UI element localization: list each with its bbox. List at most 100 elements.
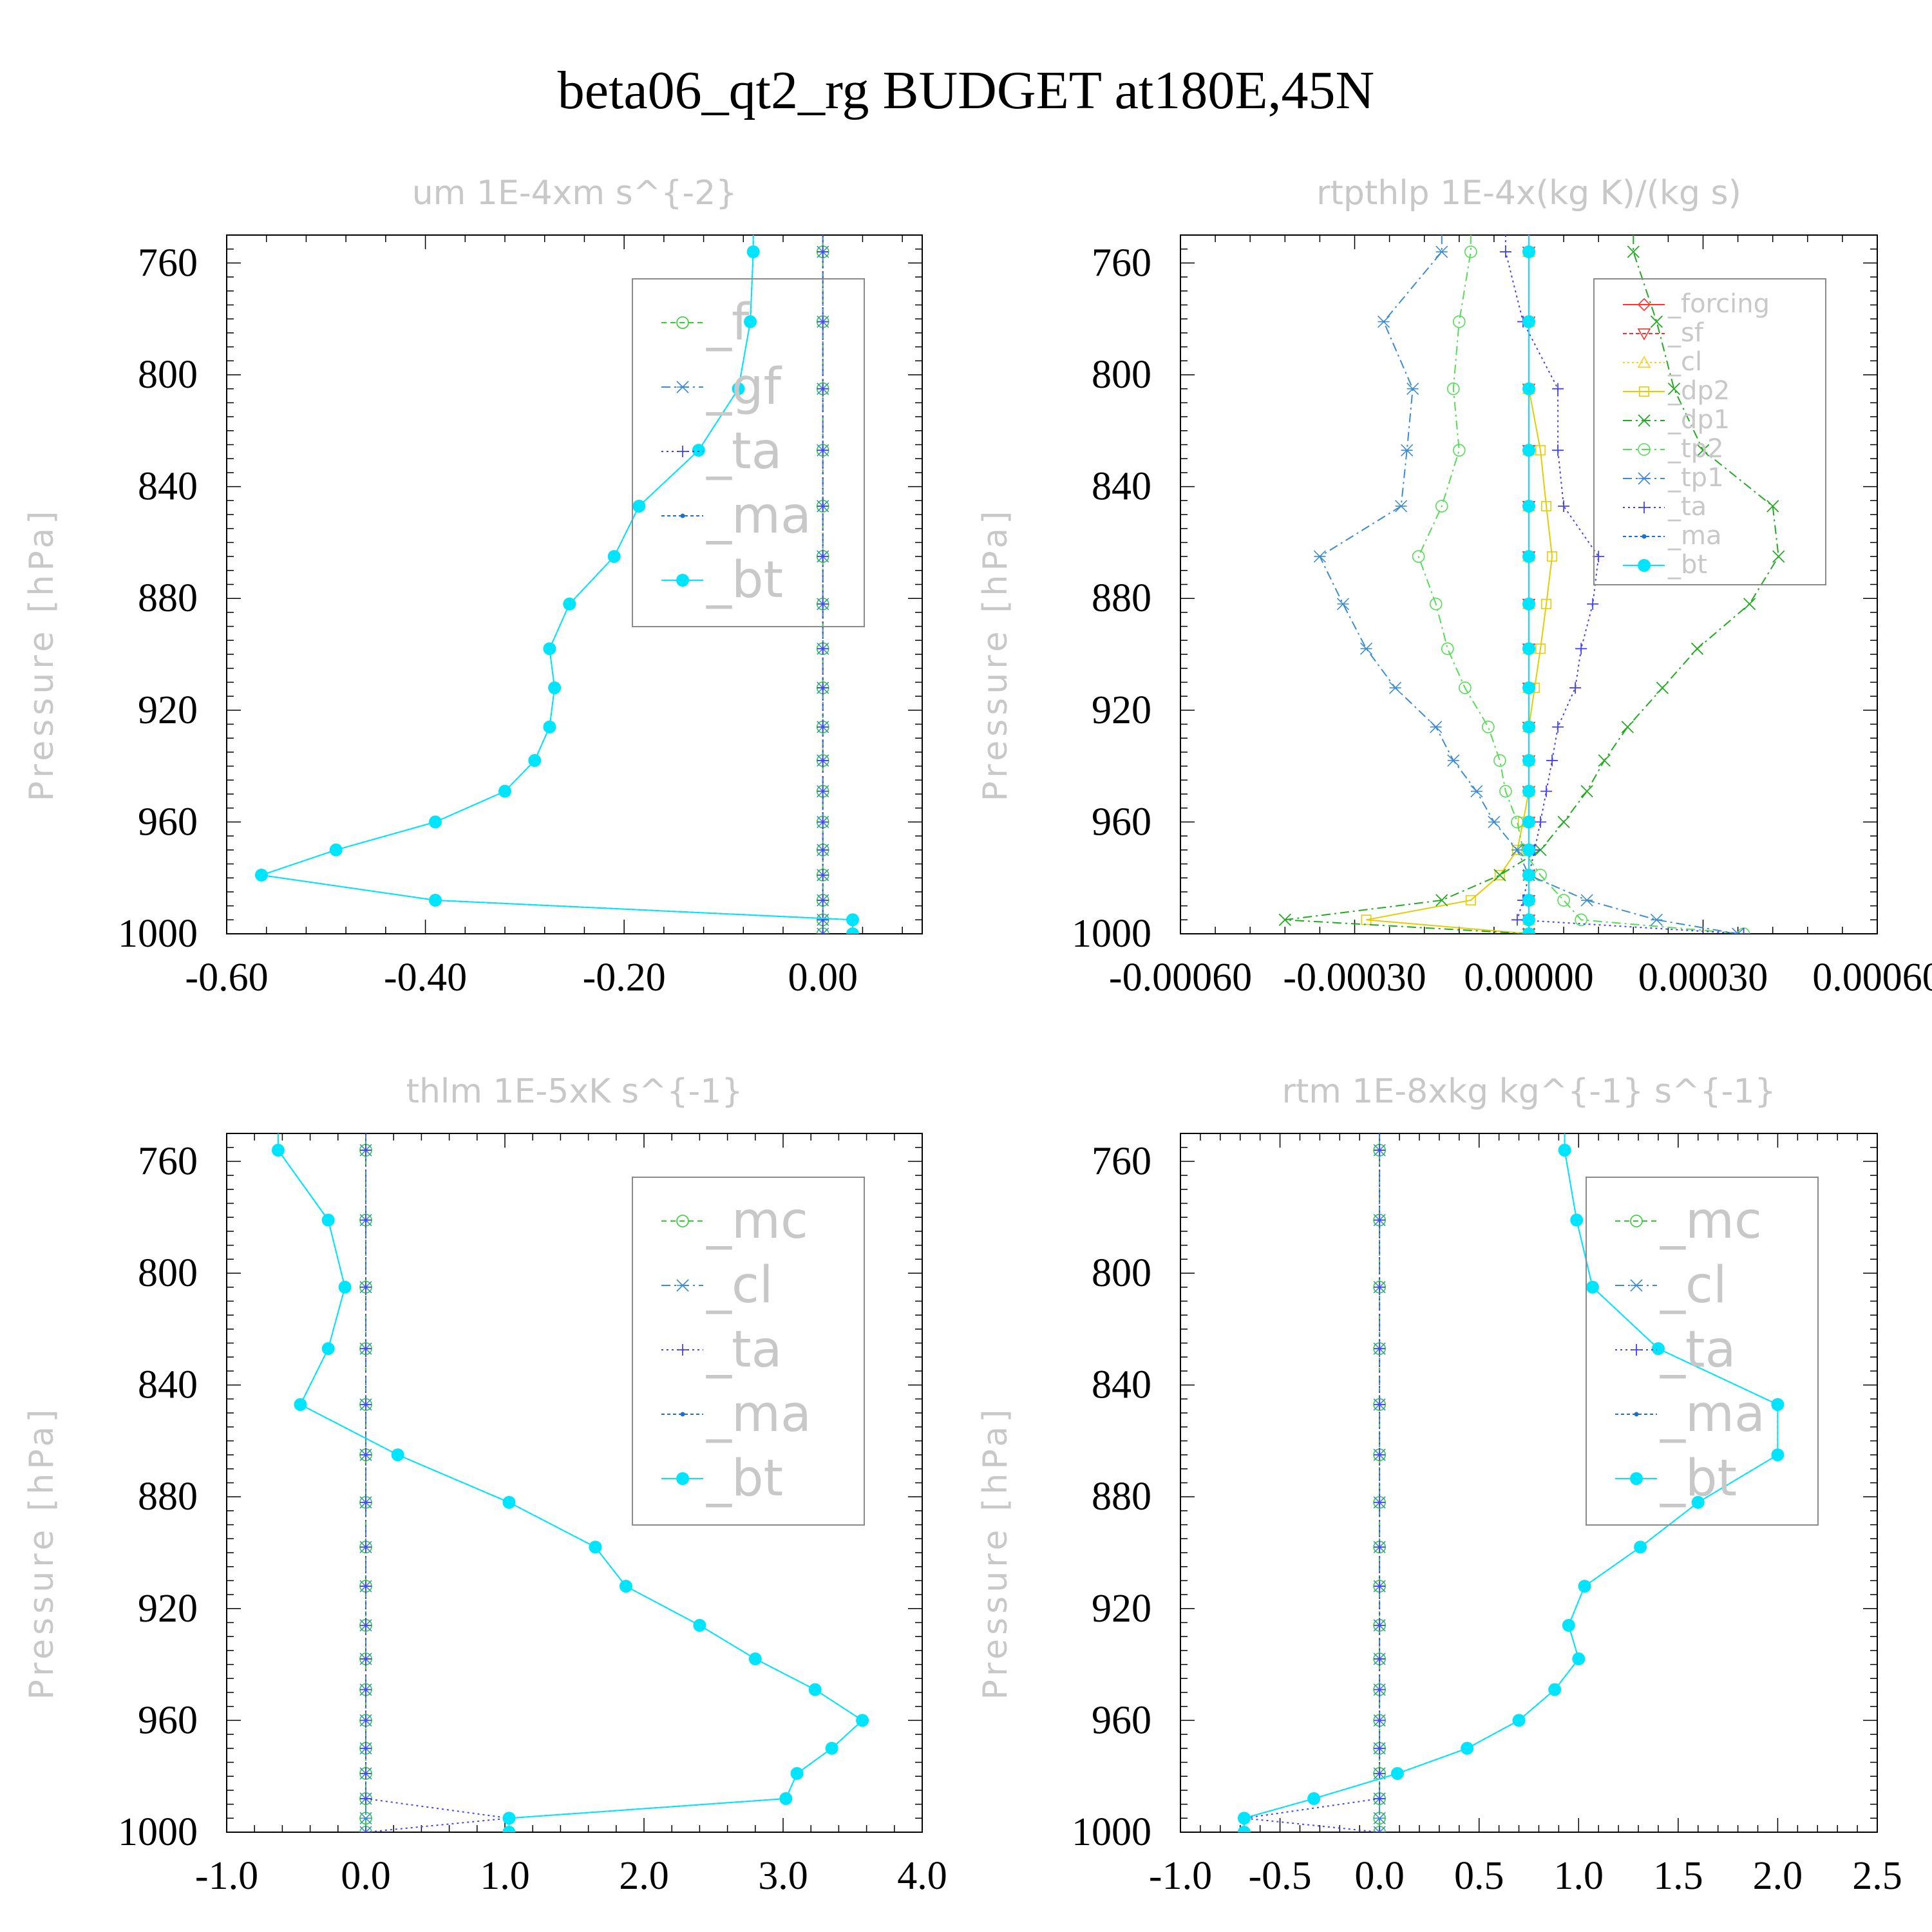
legend-marker [1637, 355, 1651, 368]
data-point-ta [817, 754, 829, 766]
data-point-tp1 [1395, 500, 1408, 513]
data-point-tp2 [1453, 444, 1466, 457]
y-tick-label: 800 [138, 353, 198, 397]
data-point-ta [360, 1449, 372, 1461]
legend-label: _cl [1667, 347, 1702, 377]
data-point-ta [1374, 1580, 1386, 1593]
data-point-bt [1461, 1741, 1474, 1755]
series-line-tp2 [1417, 235, 1744, 934]
data-point-bt [1691, 1495, 1705, 1509]
y-tick-label: 880 [1092, 1475, 1151, 1519]
data-point-tp1 [1470, 785, 1483, 798]
legend-marker [676, 574, 689, 587]
data-point-ta [817, 721, 829, 733]
x-tick-label: 2.0 [1753, 1854, 1803, 1898]
data-point-bt [1522, 499, 1535, 513]
y-tick-label: 1000 [1072, 1810, 1151, 1854]
data-point-dp1 [1766, 500, 1779, 513]
x-tick-label: -0.5 [1248, 1854, 1311, 1898]
y-tick-label: 760 [138, 1139, 198, 1183]
data-point-ta [1374, 1541, 1386, 1553]
data-point-bt [1522, 681, 1535, 695]
data-point-bt [846, 913, 859, 927]
y-tick-label: 760 [1092, 1139, 1151, 1183]
y-tick-label: 840 [138, 1363, 198, 1407]
legend-marker [676, 1472, 689, 1485]
data-point-bt [1771, 1448, 1785, 1462]
data-point-bt [563, 597, 576, 611]
data-point-dp2 [1361, 914, 1372, 925]
data-point-bt [321, 1342, 335, 1356]
data-point-dp2 [1535, 445, 1546, 456]
data-point-cl [1373, 1812, 1386, 1824]
data-point-bt [693, 1618, 706, 1632]
data-point-ta [360, 1653, 372, 1665]
data-point-ta [1374, 1619, 1386, 1631]
legend-marker [677, 446, 688, 457]
y-tick-label: 800 [138, 1251, 198, 1295]
legend-marker [1634, 1412, 1639, 1417]
data-point-bt [1522, 913, 1535, 927]
data-point-tp1 [1313, 550, 1326, 563]
data-point-ta [1374, 1714, 1386, 1727]
data-point-bt [1522, 642, 1535, 656]
data-point-dp2 [1535, 643, 1546, 654]
data-point-ta [817, 444, 829, 457]
panel-title: thlm 1E-5xK s^{-1} [406, 1072, 743, 1111]
data-point-bt [632, 499, 646, 513]
data-point-ta [1374, 1144, 1386, 1157]
figure-title: beta06_qt2_rg BUDGET at180E,45N [558, 61, 1374, 120]
data-point-dp2 [1465, 895, 1476, 905]
data-point-bt [1522, 720, 1535, 734]
data-point-bt [790, 1766, 804, 1780]
data-point-ta [360, 1343, 372, 1355]
data-point-ta [817, 383, 829, 395]
data-point-ta [1374, 1683, 1386, 1696]
legend-marker [1630, 1279, 1643, 1292]
data-point-ta [1374, 1826, 1386, 1832]
legend-box [1593, 278, 1826, 585]
data-point-bt [746, 245, 760, 259]
data-point-ta [360, 1144, 372, 1157]
rtm-panel: rtm 1E-8xkg kg^{-1} s^{-1} Pressure [hPa]… [976, 1072, 1902, 1898]
data-point-ta [1552, 444, 1564, 457]
y-tick-label: 800 [1092, 353, 1151, 397]
thlm-panel: thlm 1E-5xK s^{-1} Pressure [hPa] 760 800 84… [23, 1072, 947, 1898]
y-tick-label: 840 [138, 465, 198, 509]
x-tick-label: 0.5 [1454, 1854, 1504, 1898]
data-point-bt [1522, 893, 1535, 907]
data-point-dp1 [1650, 315, 1663, 328]
legend-marker [1638, 414, 1651, 427]
data-point-ta [360, 1580, 372, 1593]
data-point-ta [360, 1792, 372, 1804]
y-tick-label: 920 [138, 1587, 198, 1631]
legend-box [632, 278, 865, 627]
data-point-dp1 [1690, 642, 1704, 655]
legend-marker [1638, 559, 1651, 572]
legend-marker [1637, 328, 1651, 341]
data-point-bt [1570, 1213, 1584, 1227]
data-point-ta [1374, 1767, 1386, 1779]
data-point-bt [271, 1144, 285, 1157]
data-point-bt [1307, 1792, 1321, 1805]
data-point-dp2 [1494, 869, 1505, 880]
legend-marker [1638, 502, 1650, 513]
data-point-ta [1738, 928, 1750, 934]
data-point-dp1 [1580, 785, 1593, 798]
data-point-tp1 [1406, 383, 1419, 395]
data-point-bt [1578, 1580, 1591, 1593]
legend-label: _ma [1667, 521, 1721, 551]
data-point-tp1 [1359, 642, 1373, 655]
data-point-bt [255, 868, 268, 882]
data-point-bt [856, 1714, 869, 1727]
x-tick-label: -1.0 [195, 1854, 258, 1898]
y-tick-label: 760 [138, 241, 198, 285]
x-tick-label: -0.60 [185, 956, 268, 999]
data-point-bt [1390, 1766, 1404, 1780]
legend-marker [676, 381, 689, 393]
x-tick-label: 1.0 [1554, 1854, 1604, 1898]
legend-marker [676, 316, 689, 329]
um-panel: um 1E-4xm s^{-2} Pressure [hPa] 760 800 840 8… [23, 174, 923, 999]
data-point-tp1 [1435, 245, 1448, 258]
data-point-tp2 [1482, 721, 1495, 734]
